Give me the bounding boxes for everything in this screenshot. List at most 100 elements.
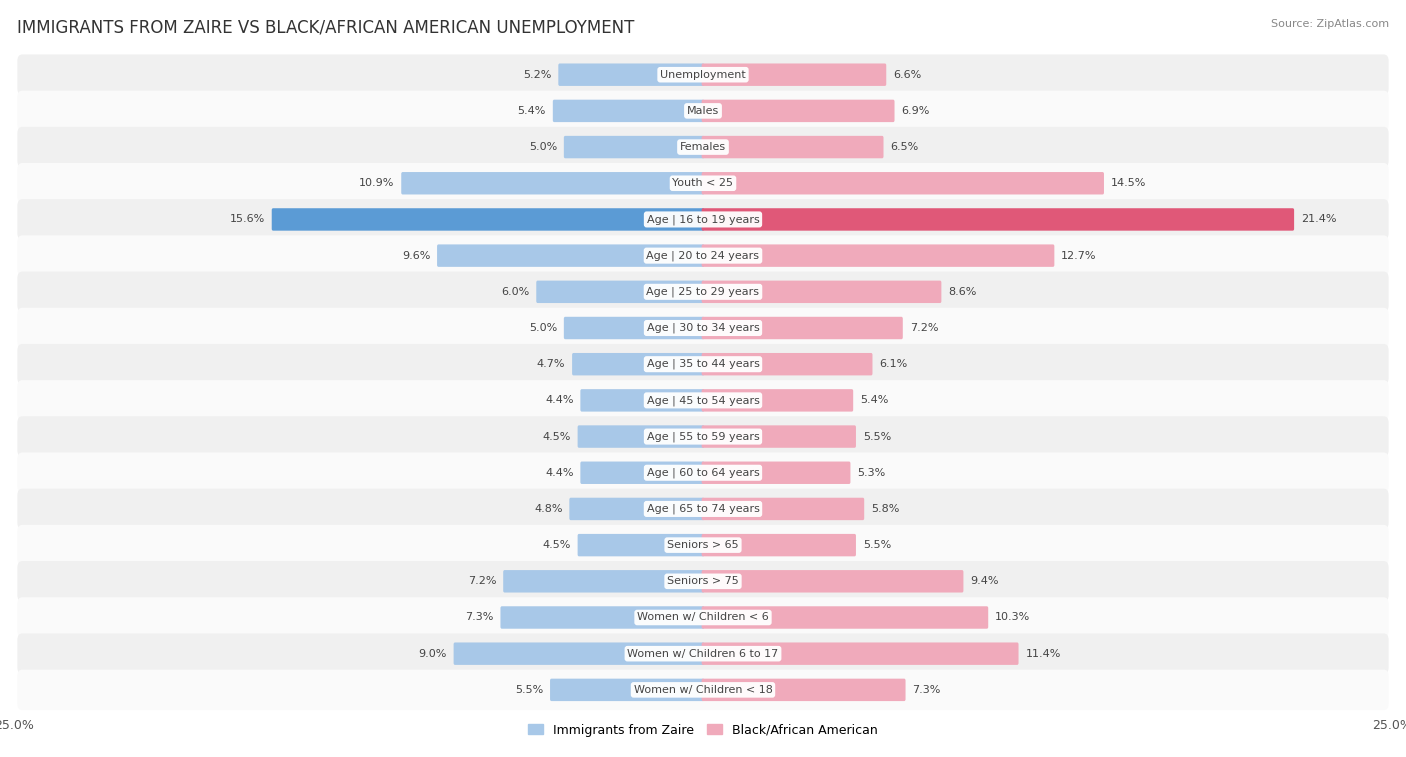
FancyBboxPatch shape	[17, 235, 1389, 276]
FancyBboxPatch shape	[702, 425, 856, 448]
Text: 7.2%: 7.2%	[910, 323, 938, 333]
FancyBboxPatch shape	[564, 316, 704, 339]
FancyBboxPatch shape	[503, 570, 704, 593]
FancyBboxPatch shape	[17, 634, 1389, 674]
Text: 4.4%: 4.4%	[546, 395, 574, 406]
Text: 4.5%: 4.5%	[543, 540, 571, 550]
FancyBboxPatch shape	[578, 534, 704, 556]
FancyBboxPatch shape	[536, 281, 704, 303]
Text: Seniors > 75: Seniors > 75	[666, 576, 740, 587]
FancyBboxPatch shape	[702, 245, 1054, 267]
Text: 5.5%: 5.5%	[863, 540, 891, 550]
Text: Youth < 25: Youth < 25	[672, 178, 734, 188]
FancyBboxPatch shape	[702, 316, 903, 339]
Text: Females: Females	[681, 142, 725, 152]
Text: 4.5%: 4.5%	[543, 431, 571, 441]
FancyBboxPatch shape	[17, 199, 1389, 240]
FancyBboxPatch shape	[558, 64, 704, 86]
Text: 6.6%: 6.6%	[893, 70, 921, 79]
FancyBboxPatch shape	[581, 389, 704, 412]
Text: Unemployment: Unemployment	[661, 70, 745, 79]
Text: 5.0%: 5.0%	[529, 323, 557, 333]
Text: Age | 60 to 64 years: Age | 60 to 64 years	[647, 468, 759, 478]
Text: 10.9%: 10.9%	[359, 178, 394, 188]
FancyBboxPatch shape	[401, 172, 704, 195]
FancyBboxPatch shape	[17, 308, 1389, 348]
Text: 5.4%: 5.4%	[517, 106, 546, 116]
Text: 5.5%: 5.5%	[515, 685, 543, 695]
Text: Women w/ Children < 6: Women w/ Children < 6	[637, 612, 769, 622]
FancyBboxPatch shape	[702, 643, 1018, 665]
Text: 5.4%: 5.4%	[860, 395, 889, 406]
Text: IMMIGRANTS FROM ZAIRE VS BLACK/AFRICAN AMERICAN UNEMPLOYMENT: IMMIGRANTS FROM ZAIRE VS BLACK/AFRICAN A…	[17, 19, 634, 37]
Text: 5.5%: 5.5%	[863, 431, 891, 441]
FancyBboxPatch shape	[581, 462, 704, 484]
Text: 11.4%: 11.4%	[1025, 649, 1060, 659]
FancyBboxPatch shape	[702, 462, 851, 484]
FancyBboxPatch shape	[17, 561, 1389, 602]
FancyBboxPatch shape	[578, 425, 704, 448]
FancyBboxPatch shape	[17, 163, 1389, 204]
Text: Age | 65 to 74 years: Age | 65 to 74 years	[647, 503, 759, 514]
Text: Age | 30 to 34 years: Age | 30 to 34 years	[647, 322, 759, 333]
Text: 21.4%: 21.4%	[1301, 214, 1337, 224]
FancyBboxPatch shape	[702, 679, 905, 701]
FancyBboxPatch shape	[501, 606, 704, 629]
Text: Males: Males	[688, 106, 718, 116]
FancyBboxPatch shape	[17, 453, 1389, 493]
Text: 6.1%: 6.1%	[879, 359, 908, 369]
Text: 7.3%: 7.3%	[912, 685, 941, 695]
FancyBboxPatch shape	[17, 597, 1389, 637]
Text: Women w/ Children < 18: Women w/ Children < 18	[634, 685, 772, 695]
Text: 6.9%: 6.9%	[901, 106, 929, 116]
Text: 7.2%: 7.2%	[468, 576, 496, 587]
Text: 5.2%: 5.2%	[523, 70, 551, 79]
Text: Age | 25 to 29 years: Age | 25 to 29 years	[647, 287, 759, 297]
Text: 9.6%: 9.6%	[402, 251, 430, 260]
Text: 9.4%: 9.4%	[970, 576, 998, 587]
FancyBboxPatch shape	[437, 245, 704, 267]
Text: Age | 16 to 19 years: Age | 16 to 19 years	[647, 214, 759, 225]
FancyBboxPatch shape	[17, 670, 1389, 710]
Legend: Immigrants from Zaire, Black/African American: Immigrants from Zaire, Black/African Ame…	[523, 718, 883, 742]
FancyBboxPatch shape	[553, 100, 704, 122]
FancyBboxPatch shape	[564, 136, 704, 158]
FancyBboxPatch shape	[702, 389, 853, 412]
FancyBboxPatch shape	[702, 534, 856, 556]
Text: 4.7%: 4.7%	[537, 359, 565, 369]
FancyBboxPatch shape	[17, 55, 1389, 95]
FancyBboxPatch shape	[702, 281, 942, 303]
FancyBboxPatch shape	[271, 208, 704, 231]
FancyBboxPatch shape	[17, 416, 1389, 456]
FancyBboxPatch shape	[702, 570, 963, 593]
FancyBboxPatch shape	[572, 353, 704, 375]
Text: Age | 35 to 44 years: Age | 35 to 44 years	[647, 359, 759, 369]
FancyBboxPatch shape	[454, 643, 704, 665]
FancyBboxPatch shape	[702, 208, 1294, 231]
Text: 7.3%: 7.3%	[465, 612, 494, 622]
Text: Age | 20 to 24 years: Age | 20 to 24 years	[647, 251, 759, 261]
Text: 8.6%: 8.6%	[948, 287, 977, 297]
FancyBboxPatch shape	[17, 344, 1389, 385]
FancyBboxPatch shape	[17, 127, 1389, 167]
Text: 12.7%: 12.7%	[1062, 251, 1097, 260]
Text: Women w/ Children 6 to 17: Women w/ Children 6 to 17	[627, 649, 779, 659]
FancyBboxPatch shape	[702, 172, 1104, 195]
Text: 4.4%: 4.4%	[546, 468, 574, 478]
FancyBboxPatch shape	[550, 679, 704, 701]
FancyBboxPatch shape	[17, 489, 1389, 529]
Text: 4.8%: 4.8%	[534, 504, 562, 514]
Text: 10.3%: 10.3%	[995, 612, 1031, 622]
Text: 5.0%: 5.0%	[529, 142, 557, 152]
Text: 14.5%: 14.5%	[1111, 178, 1146, 188]
FancyBboxPatch shape	[702, 497, 865, 520]
Text: 6.5%: 6.5%	[890, 142, 918, 152]
FancyBboxPatch shape	[702, 136, 883, 158]
FancyBboxPatch shape	[17, 91, 1389, 131]
FancyBboxPatch shape	[702, 606, 988, 629]
FancyBboxPatch shape	[702, 353, 873, 375]
Text: Age | 45 to 54 years: Age | 45 to 54 years	[647, 395, 759, 406]
Text: Source: ZipAtlas.com: Source: ZipAtlas.com	[1271, 19, 1389, 29]
Text: 6.0%: 6.0%	[501, 287, 530, 297]
Text: Seniors > 65: Seniors > 65	[668, 540, 738, 550]
